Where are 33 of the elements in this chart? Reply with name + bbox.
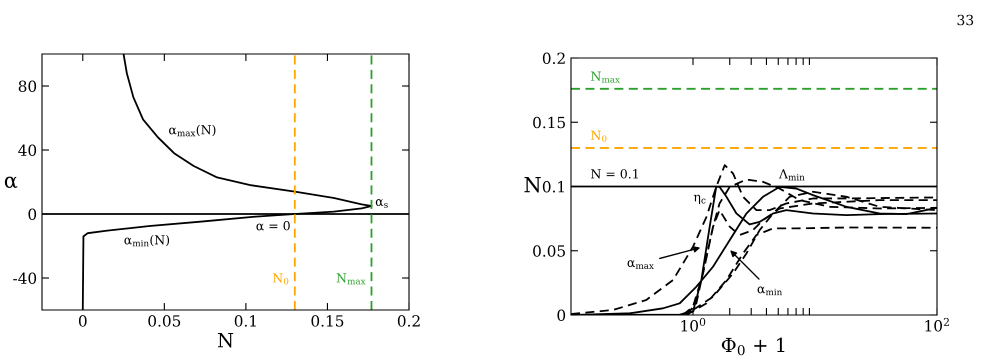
x-tick-label: 10$^{0}$ <box>681 318 706 332</box>
x-tick-label: 0 <box>78 315 87 327</box>
annotation: Λ$_{min}$ <box>778 169 805 180</box>
ref-line-label: N$_{max}$ <box>336 273 366 284</box>
y-tick-label: 0 <box>28 208 36 220</box>
x-tick-label: 0.2 <box>398 315 420 327</box>
annotation: α$_{min}$ <box>758 286 782 296</box>
x-tick-label: 0.1 <box>234 315 256 327</box>
y-axis-title: α <box>4 176 18 188</box>
y-tick-label: 0.2 <box>542 52 565 64</box>
ref-line-label: N$_{0}$ <box>272 273 288 284</box>
annotation: α$_{s}$ <box>376 199 388 208</box>
y-tick-label: -40 <box>13 272 36 284</box>
ref-line-label: N$_{0}$ <box>591 130 606 142</box>
annotation: η$_{c}$ <box>694 194 706 204</box>
x-tick-label: 10$^{2}$ <box>925 318 949 332</box>
y-tick-label: 0.1 <box>542 180 564 193</box>
x-tick-label: 0.15 <box>311 315 344 327</box>
y-tick-label: 0.05 <box>533 245 565 257</box>
y-tick-label: 40 <box>18 144 36 156</box>
ref-line-label: N$_{max}$ <box>591 72 620 83</box>
text: 33 <box>958 14 974 26</box>
y-axis-title: N <box>524 177 541 193</box>
annotation: α$_{max}$ <box>628 260 654 269</box>
x-axis-title: N <box>218 333 234 348</box>
annotation: α = 0 <box>256 220 290 230</box>
ref-line-label: N = 0.1 <box>591 169 638 179</box>
annotation: α$_{max}$(N) <box>169 124 216 136</box>
x-tick-label: 0.05 <box>148 315 180 327</box>
y-tick-label: 0.15 <box>533 116 565 128</box>
x-axis-title: Φ$_{0}$ + 1 <box>722 338 784 356</box>
y-tick-label: 80 <box>18 80 36 92</box>
annotation: α$_{min}$(N) <box>124 234 170 246</box>
